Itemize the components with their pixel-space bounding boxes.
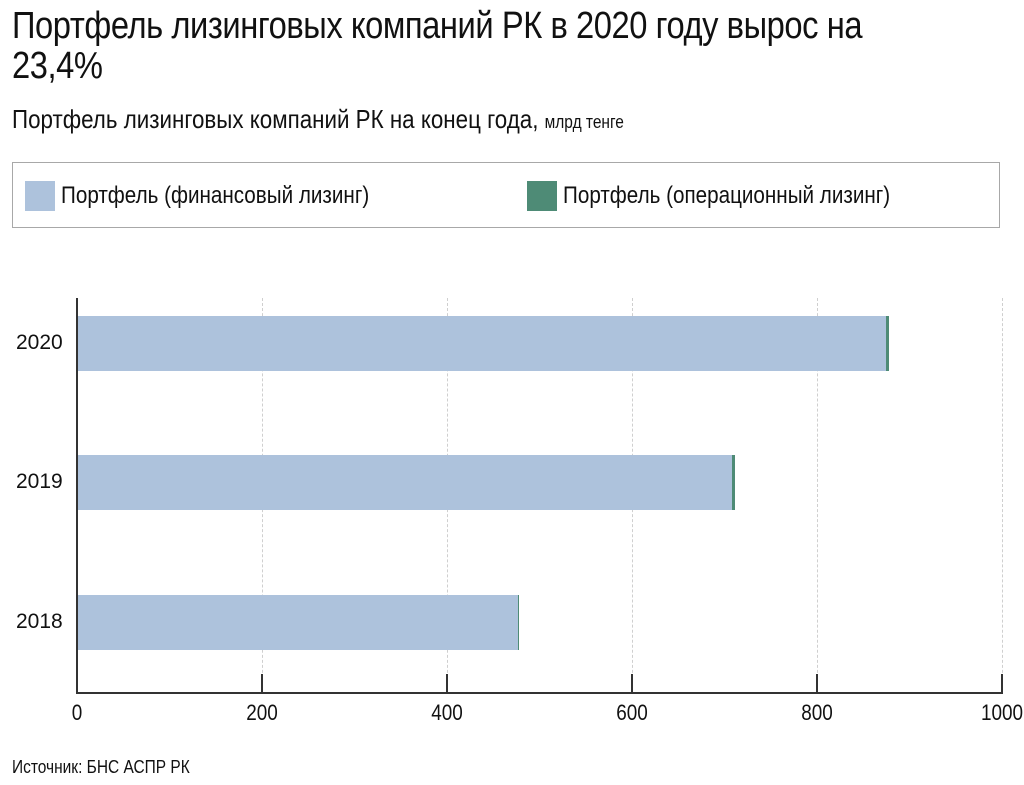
unit-label: млрд тенге <box>544 112 624 132</box>
chart-subtitle: Портфель лизинговых компаний РК на конец… <box>12 104 624 137</box>
x-tick-label: 400 <box>431 700 463 725</box>
category-label: 2019 <box>16 470 63 493</box>
gridline <box>1002 298 1003 693</box>
bar-segment-operating <box>886 316 890 371</box>
legend: Портфель (финансовый лизинг) Портфель (о… <box>12 162 1000 228</box>
bar-segment-operating <box>731 455 735 510</box>
y-axis <box>76 298 78 694</box>
subtitle-text: Портфель лизинговых компаний РК на конец… <box>12 104 539 134</box>
x-tick <box>631 674 633 693</box>
bar-segment-financial <box>77 455 732 510</box>
x-axis <box>76 692 1003 694</box>
bar-segment-operating <box>518 595 520 650</box>
x-tick <box>261 674 263 693</box>
x-tick-label: 600 <box>616 700 648 725</box>
legend-swatch-operating <box>527 181 557 211</box>
bar-2018 <box>77 595 520 650</box>
legend-item-operating: Портфель (операционный лизинг) <box>527 181 943 211</box>
x-tick-label: 1000 <box>980 700 1024 725</box>
category-label: 2018 <box>16 610 63 633</box>
bar-segment-financial <box>77 316 887 371</box>
legend-swatch-financial <box>25 181 55 211</box>
x-tick <box>816 674 818 693</box>
x-tick-label: 800 <box>801 700 833 725</box>
gridline <box>817 298 818 693</box>
source-note: Источник: БНС АСПР РК <box>12 757 190 777</box>
chart-title: Портфель лизинговых компаний РК в 2020 г… <box>12 5 863 87</box>
legend-label-operating: Портфель (операционный лизинг) <box>563 182 891 209</box>
bar-2019 <box>77 455 735 510</box>
legend-item-financial: Портфель (финансовый лизинг) <box>25 181 419 211</box>
x-tick <box>446 674 448 693</box>
legend-label-financial: Портфель (финансовый лизинг) <box>61 182 370 209</box>
category-label: 2020 <box>16 331 63 354</box>
x-tick-label: 0 <box>71 700 83 725</box>
bar-segment-financial <box>77 595 519 650</box>
x-tick-label: 200 <box>246 700 278 725</box>
x-tick <box>1001 674 1003 693</box>
bar-2020 <box>77 316 890 371</box>
